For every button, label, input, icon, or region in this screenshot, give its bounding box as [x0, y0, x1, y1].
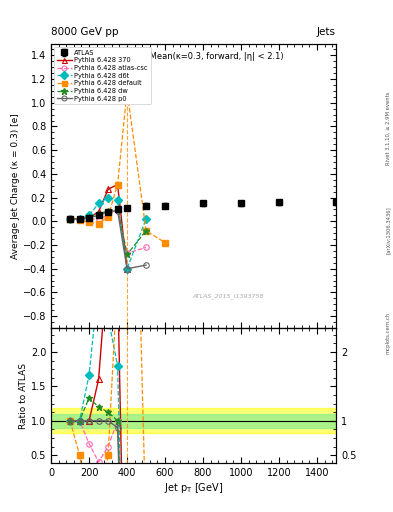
Y-axis label: Ratio to ATLAS: Ratio to ATLAS [19, 362, 28, 429]
Text: Jets: Jets [317, 27, 336, 37]
X-axis label: Jet $\mathregular{p_T}$ [GeV]: Jet $\mathregular{p_T}$ [GeV] [164, 481, 223, 495]
Pythia 6.428 370 [106, 186, 110, 193]
Pythia 6.428 p0 [68, 216, 72, 222]
Pythia 6.428 dw [106, 207, 110, 214]
Line: Pythia 6.428 default: Pythia 6.428 default [67, 88, 168, 245]
Pythia 6.428 atlas-csc [68, 216, 72, 222]
Line: Pythia 6.428 370: Pythia 6.428 370 [67, 182, 130, 271]
Pythia 6.428 d6t [87, 212, 92, 219]
Pythia 6.428 d6t [96, 200, 101, 206]
Line: Pythia 6.428 atlas-csc: Pythia 6.428 atlas-csc [67, 207, 149, 256]
Legend: ATLAS, Pythia 6.428 370, Pythia 6.428 atlas-csc, Pythia 6.428 d6t, Pythia 6.428 : ATLAS, Pythia 6.428 370, Pythia 6.428 at… [54, 47, 151, 104]
Pythia 6.428 default [106, 214, 110, 220]
Pythia 6.428 default [68, 216, 72, 222]
Pythia 6.428 default [77, 217, 82, 223]
Pythia 6.428 default [163, 240, 167, 246]
Pythia 6.428 d6t [115, 197, 120, 203]
Pythia 6.428 d6t [144, 216, 149, 222]
Pythia 6.428 default [125, 88, 129, 94]
Pythia 6.428 dw [68, 216, 72, 222]
Pythia 6.428 370 [115, 181, 120, 187]
Pythia 6.428 default [115, 181, 120, 187]
Pythia 6.428 dw [115, 206, 120, 212]
Line: Pythia 6.428 d6t: Pythia 6.428 d6t [67, 195, 149, 271]
Text: Jet Charge Mean(κ=0.3, forward, |η| < 2.1): Jet Charge Mean(κ=0.3, forward, |η| < 2.… [103, 52, 284, 61]
Pythia 6.428 d6t [125, 266, 129, 272]
Pythia 6.428 370 [125, 266, 129, 272]
Line: Pythia 6.428 p0: Pythia 6.428 p0 [67, 208, 149, 271]
Pythia 6.428 dw [87, 214, 92, 220]
Pythia 6.428 dw [77, 216, 82, 222]
Pythia 6.428 atlas-csc [106, 212, 110, 219]
Pythia 6.428 atlas-csc [144, 244, 149, 250]
Pythia 6.428 atlas-csc [77, 216, 82, 222]
Bar [51, 414, 336, 428]
Pythia 6.428 370 [77, 216, 82, 222]
Text: Rivet 3.1.10, ≥ 2.9M events: Rivet 3.1.10, ≥ 2.9M events [386, 91, 391, 165]
Pythia 6.428 370 [87, 215, 92, 221]
Pythia 6.428 default [87, 219, 92, 225]
Bar [51, 409, 336, 433]
Text: [arXiv:1306.3436]: [arXiv:1306.3436] [386, 206, 391, 254]
Pythia 6.428 dw [144, 228, 149, 234]
Pythia 6.428 dw [96, 211, 101, 217]
Text: 8000 GeV pp: 8000 GeV pp [51, 27, 119, 37]
Pythia 6.428 dw [125, 251, 129, 258]
Pythia 6.428 p0 [77, 216, 82, 222]
Pythia 6.428 370 [96, 209, 101, 215]
Pythia 6.428 atlas-csc [87, 216, 92, 222]
Pythia 6.428 p0 [115, 207, 120, 214]
Pythia 6.428 d6t [68, 216, 72, 222]
Pythia 6.428 default [96, 221, 101, 227]
Pythia 6.428 atlas-csc [96, 216, 101, 222]
Pythia 6.428 p0 [125, 266, 129, 272]
Y-axis label: Average Jet Charge (κ = 0.3) [e]: Average Jet Charge (κ = 0.3) [e] [11, 113, 20, 259]
Text: mcplots.cern.ch: mcplots.cern.ch [386, 312, 391, 354]
Pythia 6.428 atlas-csc [115, 206, 120, 212]
Pythia 6.428 p0 [87, 215, 92, 221]
Pythia 6.428 atlas-csc [125, 250, 129, 257]
Pythia 6.428 default [144, 228, 149, 234]
Pythia 6.428 370 [68, 216, 72, 222]
Line: Pythia 6.428 dw: Pythia 6.428 dw [66, 206, 150, 258]
Pythia 6.428 p0 [96, 212, 101, 219]
Pythia 6.428 p0 [106, 209, 110, 215]
Pythia 6.428 d6t [77, 216, 82, 222]
Text: ATLAS_2015_I1393758: ATLAS_2015_I1393758 [192, 294, 263, 300]
Pythia 6.428 d6t [106, 195, 110, 201]
Pythia 6.428 p0 [144, 262, 149, 268]
